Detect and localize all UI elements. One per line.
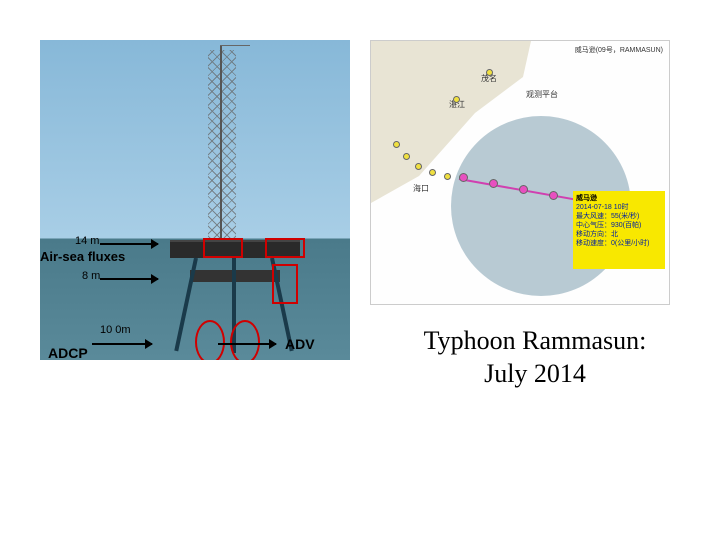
track-dot — [549, 191, 558, 200]
infobox-speed: 移动速度：0(公里/小时) — [576, 239, 662, 248]
title-line1: Typhoon Rammasun: — [370, 325, 700, 358]
label-airsea: Air-sea fluxes — [40, 249, 125, 264]
label-adcp: ADCP — [48, 345, 88, 361]
track-dot — [519, 185, 528, 194]
title-line2: July 2014 — [370, 358, 700, 391]
annotation-box — [203, 238, 243, 258]
annotation-ellipse — [230, 320, 260, 360]
label-adv: ADV — [285, 336, 315, 352]
annotation-box — [272, 264, 298, 304]
track-dot — [415, 163, 422, 170]
arrow-8m — [100, 278, 158, 280]
infobox-name: 威马逊 — [576, 194, 662, 203]
tower-photo — [40, 40, 350, 360]
infobox-dir: 移动方向：北 — [576, 230, 662, 239]
slide-container: 14 m Air-sea fluxes 8 m 10 0m ADCP ADV 威… — [0, 0, 720, 540]
map-city-label: 观测平台 — [526, 89, 558, 100]
track-dot — [429, 169, 436, 176]
label-100m: 10 0m — [100, 324, 131, 336]
track-dot — [486, 69, 493, 76]
infobox-time: 2014-07-18 10时 — [576, 203, 662, 212]
track-dot — [444, 173, 451, 180]
map-city-label: 海口 — [413, 183, 429, 194]
arrow-adcp — [92, 343, 152, 345]
tower-lattice — [208, 50, 236, 245]
slide-title: Typhoon Rammasun: July 2014 — [370, 325, 700, 390]
arrow-14m — [100, 243, 158, 245]
track-dot — [453, 96, 460, 103]
track-dot — [403, 153, 410, 160]
map-infobox: 威马逊 2014-07-18 10时 最大风速：55(米/秒) 中心气压：930… — [573, 191, 665, 269]
track-dot — [393, 141, 400, 148]
infobox-pressure: 中心气压：930(百帕) — [576, 221, 662, 230]
infobox-wind: 最大风速：55(米/秒) — [576, 212, 662, 221]
typhoon-map: 威马逊(09号，RAMMASUN) 茂名 湛江 观测平台 海口 威马逊 2014… — [370, 40, 670, 305]
annotation-box — [265, 238, 305, 258]
track-dot-current — [459, 173, 468, 182]
arrow-adv — [218, 343, 276, 345]
tower-mast — [220, 45, 222, 245]
track-dot — [489, 179, 498, 188]
annotation-ellipse — [195, 320, 225, 360]
label-14m: 14 m — [75, 235, 99, 247]
label-8m: 8 m — [82, 270, 100, 282]
map-header: 威马逊(09号，RAMMASUN) — [575, 45, 663, 55]
